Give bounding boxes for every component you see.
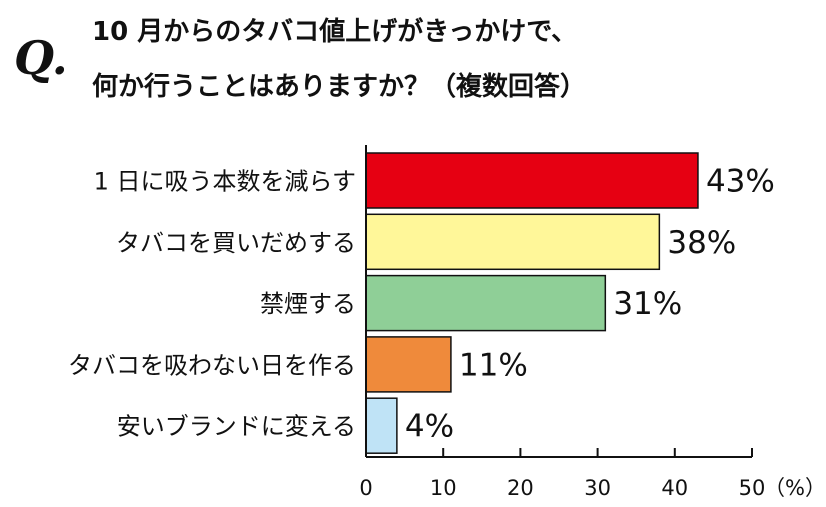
plot-area: 1 日に吸う本数を減らす 43% タバコを買いだめする 38% 禁煙する 31% タバコを吸… [68,145,826,500]
bar [365,213,661,271]
bar [365,397,398,454]
x-tick-label: 10 [430,476,457,500]
x-tick-label: 30 [584,476,611,500]
x-tick-label: 20 [507,476,534,500]
value-label: 11% [459,347,528,383]
question-line-2: 何か行うことはありますか？（複数回答） [92,71,586,102]
x-tick-label: 50 [739,476,766,500]
value-label: 38% [667,225,736,261]
bar [365,152,699,209]
question-line-1: 10 月からのタバコ値上げがきっかけで、 [92,16,577,47]
value-label: 43% [706,164,775,200]
question-q-icon: Q. [14,31,68,85]
question-mark: Q. [14,31,68,85]
bar [365,336,452,393]
value-label: 31% [613,286,682,322]
value-label: 4% [405,409,454,445]
x-tick-label: 40 [661,476,688,500]
category-label: 1 日に吸う本数を減らす [94,168,356,196]
category-label: 禁煙する [260,290,356,318]
x-unit-label: （%） [764,476,826,500]
category-label: タバコを吸わない日を作る [68,351,356,379]
category-label: タバコを買いだめする [116,229,356,257]
bar [365,274,607,332]
x-tick-label: 0 [359,476,372,500]
category-label: 安いブランドに変える [117,413,356,441]
